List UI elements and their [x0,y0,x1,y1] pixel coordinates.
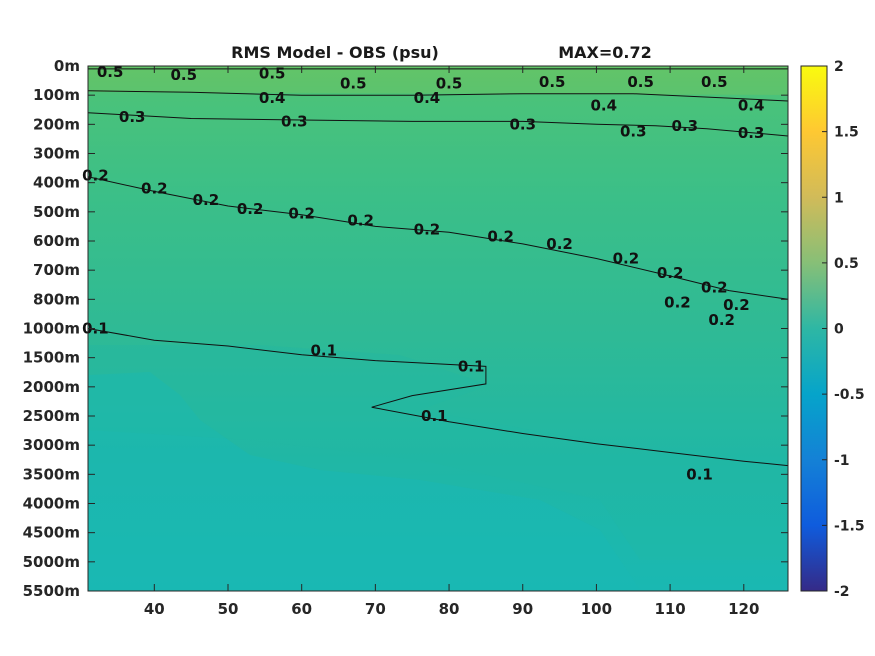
colorbar-tick-label: 2 [834,59,844,75]
colorbar-tick-label: 1 [834,190,844,206]
contour-label: 0.2 [723,296,750,314]
y-tick-label: 800m [33,290,80,308]
field-shading [88,66,788,591]
y-tick-label: 2500m [23,407,80,425]
contour-label: 0.3 [119,108,146,126]
contour-label: 0.1 [686,465,713,483]
contour-line-0_4 [88,90,788,102]
y-tick-label: 300m [33,145,80,163]
contour-label: 0.5 [340,75,367,93]
surface-band [88,66,788,95]
max-value-label: MAX=0.72 [558,43,652,62]
y-tick-label: 1000m [23,320,80,338]
contour-label: 0.3 [281,112,308,130]
contour-label: 0.2 [546,235,573,253]
contour-line-0_2 [88,176,788,300]
contour-label: 0.1 [421,407,448,425]
mid-water-region [88,345,788,560]
y-tick-label: 500m [33,203,80,221]
contour-label: 0.2 [657,264,684,282]
chart-title: RMS Model - OBS (psu) [231,43,439,62]
contour-label: 0.2 [193,191,220,209]
y-tick-label: 1500m [23,349,80,367]
deep-water-region [88,372,640,591]
contour-label: 0.5 [627,73,654,91]
colorbar-tick-label: -0.5 [834,387,865,403]
y-tick-label: 200m [33,115,80,133]
contour-label: 0.4 [738,96,765,114]
contour-line-0_3 [88,112,788,137]
contour-label: 0.2 [487,228,514,246]
contour-label: 0.5 [701,73,728,91]
y-tick-label: 3500m [23,465,80,483]
colorbar-ticks: 2 1.5 1 0.5 0 -0.5 -1 -1.5 -2 [822,59,865,600]
contour-label: 0.2 [414,220,441,238]
y-tick-label: 100m [33,86,80,104]
y-tick-label: 0m [54,57,80,75]
contour-label: 0.3 [738,124,765,142]
x-tick-label: 40 [144,600,165,618]
contour-label: 0.5 [171,66,198,84]
y-tick-label: 4000m [23,495,80,513]
contour-label: 0.2 [82,166,109,184]
contour-label: 0.4 [414,89,441,107]
y-tick-label: 600m [33,232,80,250]
contour-label: 0.2 [664,293,691,311]
contour-label: 0.3 [672,117,699,135]
x-tick-label: 100 [581,600,612,618]
colorbar-tick-label: 0 [834,322,844,338]
contour-label: 0.1 [82,320,109,338]
colorbar-tick-label: -1.5 [834,518,865,534]
contour-label: 0.3 [509,115,536,133]
x-tick-label: 70 [365,600,386,618]
x-tick-label: 60 [291,600,312,618]
contour-label: 0.1 [458,357,485,375]
contour-label: 0.5 [539,73,566,91]
contour-label: 0.2 [237,200,264,218]
contour-lines [88,68,788,467]
y-tick-label: 2000m [23,378,80,396]
y-tick-label: 4500m [23,524,80,542]
x-tick-label: 120 [728,600,759,618]
x-tick-label: 80 [439,600,460,618]
contour-label: 0.2 [288,204,315,222]
x-axis: 40 50 60 70 80 90 100 110 120 [144,66,759,618]
y-tick-label: 3000m [23,436,80,454]
contour-label: 0.4 [259,89,286,107]
x-tick-label: 90 [512,600,533,618]
contour-label: 0.2 [701,279,728,297]
colorbar-tick-label: -1 [834,453,850,469]
colorbar-tick-label: 0.5 [834,256,859,272]
y-tick-label: 5500m [23,582,80,600]
contour-label: 0.2 [613,250,640,268]
contour-label: 0.5 [259,64,286,82]
contour-label: 0.2 [141,180,168,198]
y-tick-label: 700m [33,261,80,279]
contour-label: 0.4 [591,96,618,114]
contour-label: 0.5 [97,63,124,81]
x-tick-label: 110 [654,600,685,618]
contour-labels: 0.5 0.5 0.50.5 0.5 0.5 0.5 0.50.4 0.4 0.4 0.40.3 0… [82,63,765,484]
y-tick-label: 400m [33,174,80,192]
x-tick-label: 50 [218,600,239,618]
y-tick-label: 5000m [23,553,80,571]
contour-label: 0.2 [347,212,374,230]
contour-label: 0.1 [311,341,338,359]
colorbar-tick-label: -2 [834,584,850,600]
y-axis: 0m 100m 200m 300m 400m 500m 600m 700m 800m 1000m 1… [23,57,788,600]
contour-label: 0.5 [436,75,463,93]
contour-line-0_1 [88,328,788,467]
colorbar-tick-label: 1.5 [834,125,859,141]
contour-label: 0.2 [708,311,735,329]
contour-label: 0.3 [620,123,647,141]
